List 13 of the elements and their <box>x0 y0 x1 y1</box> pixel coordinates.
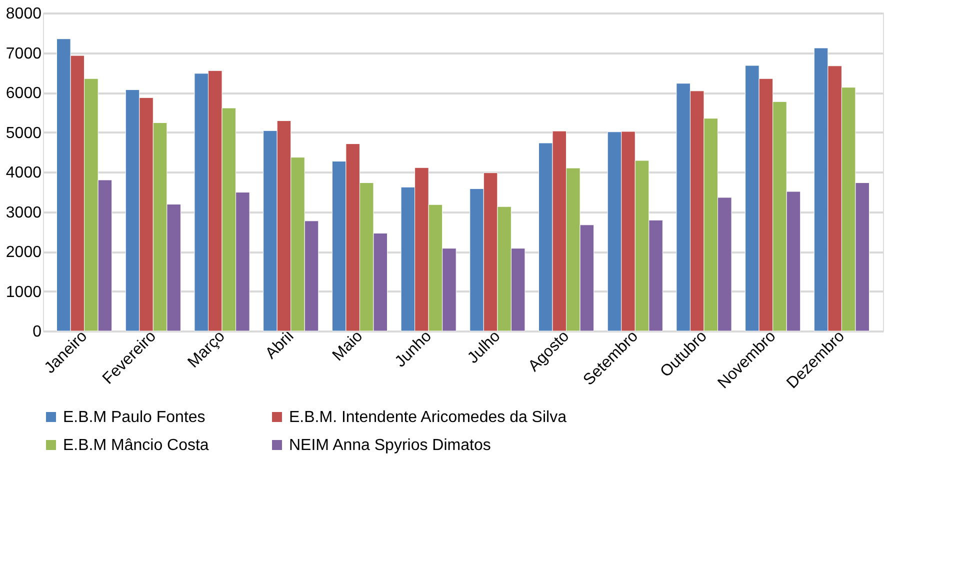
y-tick-label: 2000 <box>6 244 42 261</box>
y-tick-label: 7000 <box>6 45 42 62</box>
y-tick-label: 6000 <box>6 85 42 102</box>
legend-label: E.B.M Mâncio Costa <box>63 437 209 454</box>
y-tick-label: 3000 <box>6 204 42 222</box>
y-tick-label: 4000 <box>6 164 42 182</box>
y-tick-label: 0 <box>32 324 42 340</box>
y-tick-label: 8000 <box>6 6 42 22</box>
y-tick-label: 5000 <box>6 124 42 142</box>
legend-label: E.B.M Paulo Fontes <box>63 409 206 426</box>
legend-label: E.B.M. Intendente Aricomedes da Silva <box>289 409 567 426</box>
y-tick-label: 1000 <box>6 284 42 301</box>
legend-label: NEIM Anna Spyrios Dimatos <box>289 437 491 454</box>
